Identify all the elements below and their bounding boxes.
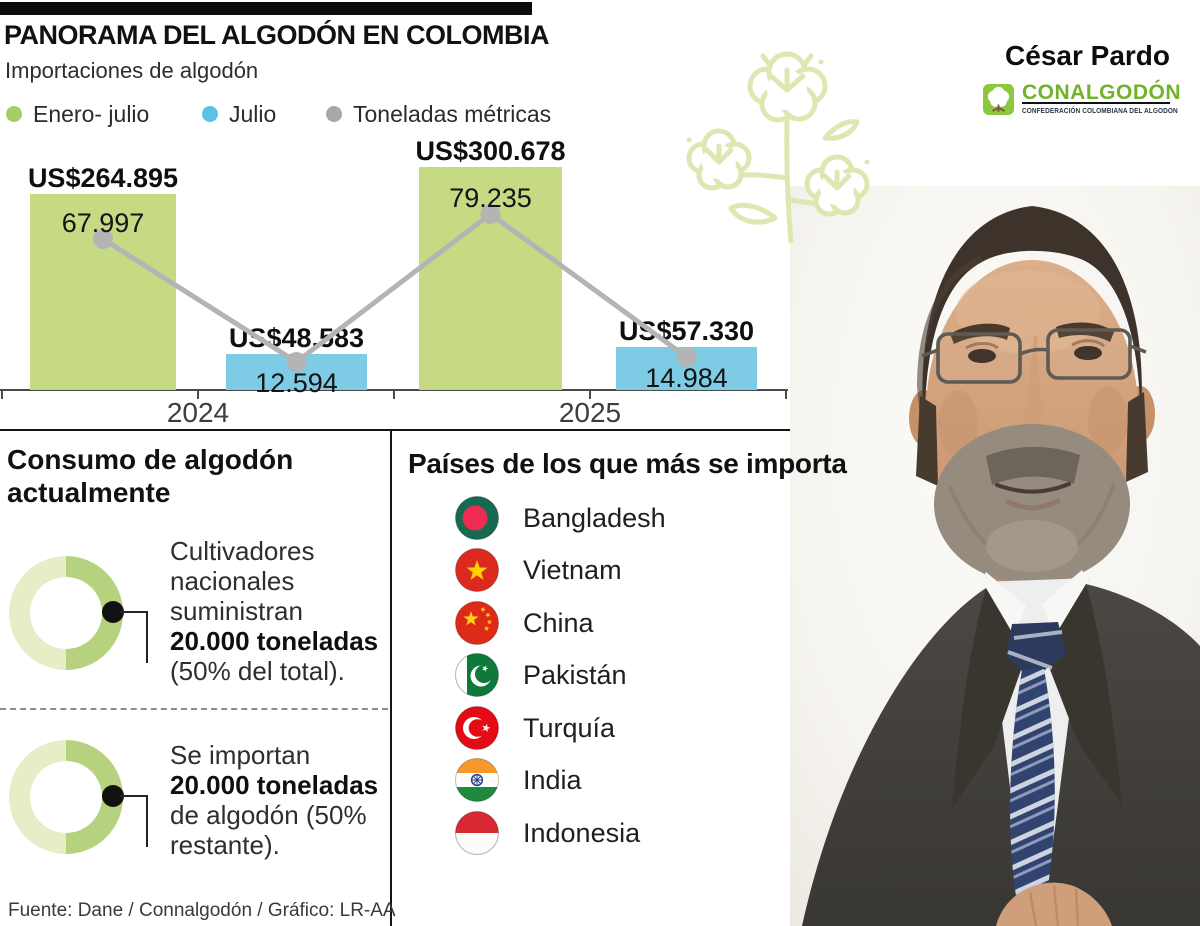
source-credit: Fuente: Dane / Connalgodón / Gráfico: LR…	[8, 900, 396, 921]
title-accent-bar	[0, 2, 532, 15]
import-chart: US$264.895 US$48.583 US$300.678 US$57.330 20…	[0, 0, 800, 430]
legend-item: Toneladas métricas	[326, 100, 551, 128]
chart-legend: Enero- julio Julio Toneladas métricas	[6, 100, 626, 128]
legend-item: Enero- julio	[6, 100, 149, 128]
vietnam-flag-icon	[455, 548, 499, 592]
callout-dot	[102, 601, 124, 623]
legend-dot-icon	[202, 106, 218, 122]
legend-dot-icon	[6, 106, 22, 122]
logo-tagline-text: CONFEDERACIÓN COLOMBIANA DEL ALGODON	[1022, 106, 1178, 115]
axis-category-label: 2024	[166, 397, 230, 428]
conalgodon-logo: CONALGODÓN CONFEDERACIÓN COLOMBIANA DEL …	[983, 81, 1181, 118]
indonesia-flag-icon	[455, 811, 499, 855]
pakistan-flag-icon	[455, 653, 499, 697]
consumo-text-line: 20.000 toneladas	[170, 770, 379, 800]
axis-category-label: 2025	[558, 397, 622, 428]
axis-tick	[1, 390, 3, 399]
country-row-india: India	[455, 758, 785, 802]
country-label: Indonesia	[523, 817, 641, 848]
consumo-text-line: nacionales	[170, 566, 295, 596]
paises-section-title: Países de los que más se importa	[408, 448, 847, 479]
country-row-pakistan: Pakistán	[455, 653, 785, 697]
bangladesh-flag-icon	[455, 496, 499, 540]
bar-value-label: US$48.583	[228, 323, 365, 353]
country-row-turquia: Turquía	[455, 706, 785, 750]
callout-line	[120, 611, 148, 613]
bar-value-label: US$300.678	[415, 136, 566, 166]
consumo-title-line2: actualmente	[7, 477, 171, 508]
consumo-text-nacional: Cultivadores nacionales suministran 20.000 …	[170, 536, 378, 686]
line-value-label: 67.997	[61, 208, 145, 238]
axis-tick	[589, 390, 591, 399]
cotton-boll-icon	[983, 84, 1014, 115]
line-value-label: 79.235	[449, 183, 532, 213]
chart-subtitle: Importaciones de algodón	[5, 58, 259, 83]
axis-tick	[393, 390, 395, 399]
horizontal-divider	[0, 429, 790, 431]
dashed-divider	[0, 708, 388, 710]
legend-label: Julio	[229, 100, 277, 127]
country-label: Turquía	[523, 712, 616, 743]
country-row-vietnam: Vietnam	[455, 548, 785, 592]
consumo-text-line: (50% del total).	[170, 656, 345, 686]
india-flag-icon	[455, 758, 499, 802]
country-row-china: China	[455, 601, 785, 645]
consumo-section-title: Consumo de algodón actualmente	[7, 443, 293, 509]
axis-tick	[197, 390, 199, 399]
logo-underline	[1022, 102, 1170, 104]
cotton-plant-icon	[686, 51, 870, 243]
callout-line	[146, 795, 148, 847]
legend-dot-icon	[326, 106, 342, 122]
consumo-text-line: 20.000 toneladas	[170, 626, 379, 656]
country-label: Bangladesh	[523, 502, 666, 533]
line-value-label: 14.984	[645, 363, 728, 393]
turkey-flag-icon	[455, 706, 499, 750]
consumo-text-line: de algodón (50%	[170, 800, 367, 830]
consumo-text-line: restante).	[170, 830, 280, 860]
country-row-indonesia: Indonesia	[455, 811, 785, 855]
legend-item: Julio	[202, 100, 276, 128]
page-title: PANORAMA DEL ALGODÓN EN COLOMBIA	[4, 20, 550, 50]
consumo-text-line: Cultivadores	[170, 536, 315, 566]
country-label: Vietnam	[523, 554, 622, 585]
callout-line	[146, 611, 148, 663]
china-flag-icon	[455, 601, 499, 645]
consumo-text-line: Se importan	[170, 740, 311, 770]
consumo-title-line1: Consumo de algodón	[7, 444, 294, 475]
logo-brand-text: CONALGODÓN	[1022, 81, 1181, 104]
portrait-photo	[790, 186, 1200, 926]
bar-value-label: US$264.895	[27, 163, 179, 193]
vertical-divider	[390, 429, 392, 926]
country-label: Pakistán	[523, 659, 627, 690]
legend-label: Toneladas métricas	[353, 100, 552, 127]
legend-label: Enero- julio	[33, 100, 150, 127]
consumo-text-importado: Se importan 20.000 toneladas de algodón (5…	[170, 740, 378, 860]
person-name: César Pardo	[1005, 40, 1170, 71]
callout-dot	[102, 785, 124, 807]
bar-value-label: US$57.330	[618, 316, 755, 346]
country-row-bangladesh: Bangladesh	[455, 496, 785, 540]
country-label: China	[523, 607, 594, 638]
line-value-label: 12.594	[255, 368, 338, 398]
consumo-text-line: suministran	[170, 596, 303, 626]
axis-tick	[785, 390, 787, 399]
country-label: India	[523, 764, 582, 795]
callout-line	[120, 795, 148, 797]
